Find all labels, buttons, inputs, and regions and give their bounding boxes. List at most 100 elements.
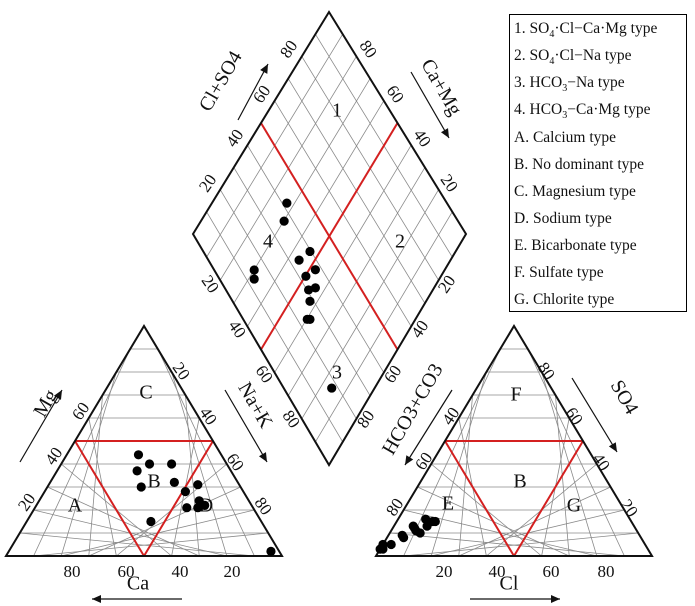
anion-data-point	[397, 530, 407, 540]
anion-tick-label: 80	[598, 562, 615, 581]
cation-left-axis-arrow	[19, 389, 63, 463]
diamond-tick-label: 20	[195, 171, 220, 196]
diamond-tick-label: 80	[356, 37, 381, 62]
legend: 1. SO4·Cl−Ca·Mg type 2. SO4·Cl−Na type 3…	[509, 14, 687, 312]
cation-tick-label: 20	[224, 562, 241, 581]
cation-data-point	[266, 546, 276, 557]
diamond-tick-label: 20	[198, 272, 223, 297]
legend-item-D: D. Sodium type	[514, 210, 612, 227]
anion-tick-label: 40	[589, 450, 614, 475]
zone-label-C: C	[139, 382, 152, 404]
zone-label-3: 3	[332, 362, 342, 384]
diamond-tick-label: 60	[249, 82, 274, 107]
cation-tick-label: 60	[223, 450, 248, 475]
anion-tick-label: 20	[436, 562, 453, 581]
anion-bottom-axis-arrow-head	[551, 594, 560, 604]
anion-tick-label: 80	[382, 495, 407, 520]
diamond-data-point	[327, 383, 337, 393]
diamond-left-axis-arrow-head	[260, 64, 268, 74]
data-points	[132, 198, 440, 557]
cation-bottom-axis-arrow-head	[92, 594, 101, 604]
diamond-tick-label: 20	[434, 272, 459, 297]
legend-item-E: E. Bicarbonate type	[514, 237, 637, 254]
diamond-left-axis-arrow	[237, 63, 269, 121]
cation-tick-label: 60	[118, 562, 135, 581]
diamond-data-point	[282, 198, 292, 208]
zone-label-4: 4	[263, 231, 273, 253]
cation-data-point	[132, 466, 142, 476]
diamond-tick-label: 60	[380, 362, 405, 387]
cation-zone-line	[74, 440, 145, 557]
anion-zone-line	[444, 440, 515, 557]
zone-label-E: E	[442, 493, 454, 515]
diamond-data-point	[305, 314, 315, 325]
anion-data-point	[386, 539, 396, 550]
cation-data-point	[133, 450, 144, 460]
legend-item-B: B. No dominant type	[514, 156, 645, 173]
anion-tick-label: 60	[562, 404, 587, 429]
zone-label-B-anion: B	[513, 471, 526, 493]
diamond-tick-label: 60	[383, 82, 408, 107]
cation-tick-label: 40	[172, 562, 189, 581]
cation-frame	[4, 324, 284, 557]
legend-item-F: F. Sulfate type	[514, 264, 604, 281]
cation-tick-label: 40	[196, 404, 221, 429]
cation-data-point	[200, 500, 210, 510]
diamond-data-point	[294, 255, 304, 265]
diamond-data-point	[249, 265, 259, 275]
zone-label-2: 2	[395, 231, 405, 253]
anion-data-point	[415, 528, 425, 538]
anion-tick-label: 40	[438, 404, 463, 429]
cation-tick-label: 80	[64, 562, 81, 581]
cation-data-point	[146, 516, 156, 527]
diamond-tick-label: 80	[279, 407, 304, 432]
zone-label-B: B	[147, 471, 160, 493]
anion-zone-line	[513, 440, 584, 557]
cation-tick-label: 80	[251, 494, 276, 519]
cation-left-axis-title: Mg	[29, 386, 62, 421]
anion-left-axis-arrow-head	[405, 455, 414, 465]
cation-data-point	[144, 459, 155, 469]
diamond-tick-label: 80	[353, 407, 378, 432]
diamond-tick-label: 40	[222, 126, 247, 151]
cation-data-point	[169, 477, 179, 487]
legend-item-C: C. Magnesium type	[514, 183, 636, 200]
diamond-zone-line	[260, 122, 399, 351]
zone-label-1: 1	[332, 100, 342, 122]
diamond-right-axis-arrow-head	[440, 128, 449, 138]
zone-label-F: F	[510, 384, 521, 406]
anion-bottom-axis-title: Cl	[500, 573, 519, 595]
zone-labels: ABCDBEFG1234	[68, 100, 581, 517]
diamond-data-point	[305, 246, 315, 257]
diamond-data-point	[310, 265, 320, 275]
anion-tick-label: 80	[534, 359, 559, 384]
diamond-tick-label: 80	[276, 37, 301, 62]
diamond-data-point	[305, 296, 315, 306]
cation-data-point	[193, 503, 203, 513]
anion-tick-label: 60	[411, 449, 436, 474]
zone-boundaries	[74, 122, 584, 557]
legend-item-G: G. Chlorite type	[514, 291, 615, 308]
diamond-data-point	[249, 274, 259, 284]
cation-right-axis-arrow	[224, 389, 268, 463]
diamond-left-axis-title: Cl+SO4	[195, 47, 247, 115]
anion-frame	[374, 324, 654, 557]
anion-right-axis-arrow	[571, 377, 618, 453]
anion-tick-label: 40	[489, 562, 506, 581]
frames	[4, 10, 654, 557]
legend-item-2: 2. SO4·Cl−Na type	[514, 47, 632, 68]
diamond-right-axis-arrow	[410, 71, 450, 139]
diamond-data-point	[301, 271, 311, 281]
legend-item-4: 4. HCO3−Ca·Mg type	[514, 101, 651, 122]
legend-item-1: 1. SO4·Cl−Ca·Mg type	[514, 20, 658, 41]
diamond-data-point	[279, 216, 289, 226]
cation-data-point	[167, 459, 177, 469]
diamond-data-point	[310, 283, 320, 293]
anion-tick-label: 60	[543, 562, 560, 581]
cation-left-axis-arrow-head	[53, 390, 62, 400]
diamond-right-axis-title: Ca+Mg	[416, 55, 466, 119]
anion-data-point	[421, 514, 431, 524]
diamond-tick-label: 40	[407, 317, 432, 342]
legend-item-3: 3. HCO3−Na type	[514, 74, 625, 95]
